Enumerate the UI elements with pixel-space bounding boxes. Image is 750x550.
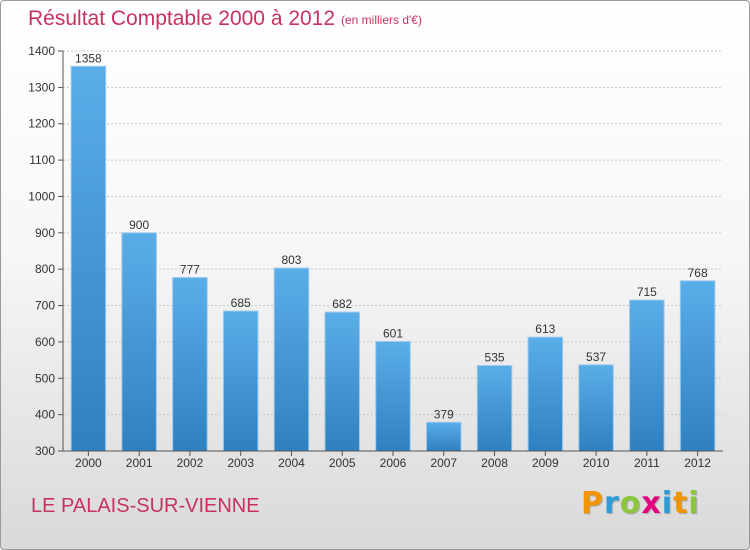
x-tick-label-2000: 2000	[75, 456, 102, 470]
y-tick-label: 600	[35, 335, 55, 349]
data-label-2001: 900	[129, 218, 149, 232]
logo-letter: r	[604, 486, 620, 521]
data-label-2008: 535	[485, 351, 505, 365]
chart-title: Résultat Comptable 2000 à 2012	[28, 7, 336, 30]
labels: 300 400 500 600 700 800 900 1000 1100 1200 1300 140…	[28, 44, 711, 470]
bar-2008	[476, 365, 513, 452]
x-tick-label-2005: 2005	[329, 456, 356, 470]
data-label-2000: 1358	[75, 51, 102, 65]
y-tick-label: 1400	[28, 44, 55, 58]
commune-name: LE PALAIS-SUR-VIENNE	[31, 495, 260, 517]
x-tick-label-2007: 2007	[430, 456, 457, 470]
x-tick-label-2010: 2010	[583, 456, 610, 470]
bar-2006	[375, 341, 411, 452]
x-tick-label-2011: 2011	[634, 456, 660, 470]
x-tick-label-2009: 2009	[532, 456, 559, 470]
bar-2000	[70, 65, 107, 452]
logo-letter: x	[641, 486, 662, 521]
logo-letter: t	[673, 486, 689, 521]
bar-2004	[273, 267, 310, 452]
axes	[58, 50, 723, 456]
bar-2002	[172, 277, 208, 452]
data-label-2005: 682	[332, 297, 352, 311]
y-tick-label: 700	[35, 299, 55, 313]
logo-letter: i	[661, 486, 674, 521]
x-tick-label-2004: 2004	[278, 456, 305, 470]
y-tick-label: 1300	[28, 80, 55, 94]
y-tick-label: 500	[35, 371, 55, 385]
bar-2001	[121, 232, 157, 452]
data-label-2009: 613	[535, 322, 555, 336]
bar-2009	[527, 336, 564, 452]
logo-letter: o	[619, 486, 642, 521]
data-label-2002: 777	[180, 263, 200, 277]
data-label-2012: 768	[688, 266, 708, 280]
y-tick-label: 900	[35, 226, 55, 240]
bar-2011	[629, 299, 665, 452]
bar-2007	[426, 421, 462, 452]
y-tick-label: 800	[35, 262, 55, 276]
bar-2012	[679, 280, 716, 452]
bar-2003	[222, 310, 259, 452]
x-tick-label-2006: 2006	[380, 456, 407, 470]
bar-2005	[324, 311, 360, 452]
data-label-2010: 537	[586, 350, 606, 364]
x-tick-label-2003: 2003	[227, 456, 254, 470]
y-tick-label: 300	[35, 444, 55, 458]
data-label-2007: 379	[434, 407, 454, 421]
y-tick-label: 1100	[29, 153, 55, 167]
y-tick-label: 1000	[28, 189, 55, 203]
data-label-2006: 601	[383, 327, 403, 341]
logo-letter: i	[688, 486, 700, 521]
data-label-2003: 685	[231, 296, 251, 310]
x-tick-label-2002: 2002	[177, 456, 204, 470]
y-tick-label: 400	[35, 408, 55, 422]
data-label-2011: 715	[637, 285, 657, 299]
logo-letter: P	[581, 486, 604, 521]
x-tick-label-2012: 2012	[684, 456, 711, 470]
bars	[70, 65, 716, 452]
chart-subtitle: (en milliers d'€)	[341, 13, 422, 27]
data-label-2004: 803	[281, 253, 301, 267]
y-tick-label: 1200	[28, 117, 55, 131]
bar-2010	[578, 364, 614, 452]
x-tick-label-2008: 2008	[481, 456, 508, 470]
x-tick-label-2001: 2001	[126, 456, 153, 470]
proxiti-logo: Proxiti	[581, 486, 700, 521]
